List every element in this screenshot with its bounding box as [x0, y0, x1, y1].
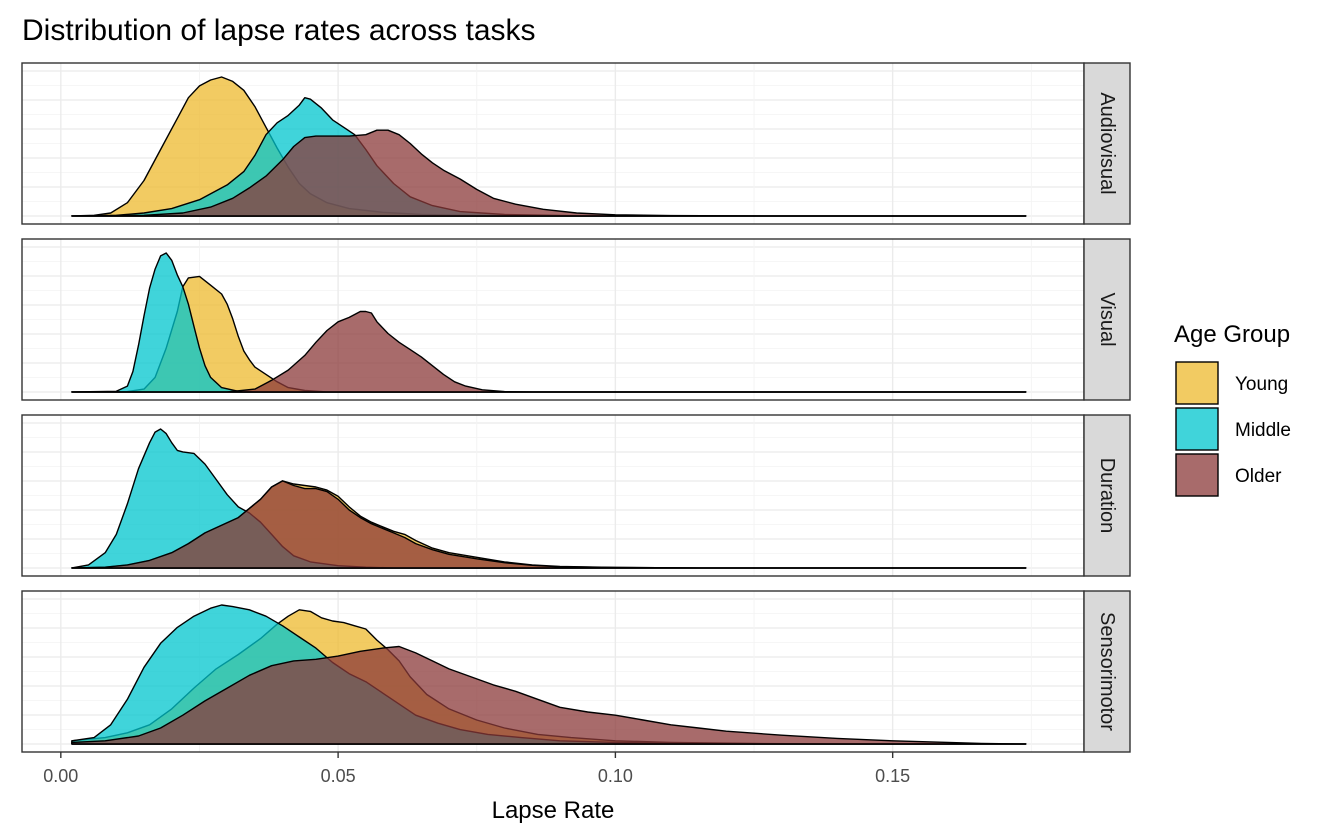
facet-panel-audiovisual: Audiovisual	[21, 62, 1131, 225]
facet-panel-duration: Duration	[21, 414, 1131, 577]
legend-key-young	[1175, 361, 1219, 405]
x-axis: 0.00 0.05 0.10 0.15	[43, 752, 910, 786]
legend-title: Age Group	[1174, 321, 1290, 348]
facet-panel-visual: Visual	[21, 238, 1131, 401]
legend-label-older: Older	[1235, 466, 1282, 487]
chart-title: Distribution of lapse rates across tasks	[22, 14, 536, 47]
facet-panel-sensorimotor: Sensorimotor	[21, 590, 1131, 753]
legend-key-middle	[1175, 407, 1219, 451]
density-area-older	[71, 129, 1027, 217]
facet-strip	[1083, 62, 1131, 225]
facet-strip	[1083, 238, 1131, 401]
legend: Age Group Young Middle Older	[1174, 321, 1291, 497]
facet-strip-label: Audiovisual	[1096, 92, 1118, 194]
x-tick-label: 0.05	[321, 766, 356, 786]
density-area-older	[71, 480, 1027, 569]
x-tick-label: 0.15	[875, 766, 910, 786]
legend-label-middle: Middle	[1235, 420, 1291, 441]
legend-label-young: Young	[1235, 374, 1288, 395]
facet-strip-label: Sensorimotor	[1096, 612, 1118, 731]
facet-strip-label: Visual	[1096, 292, 1118, 346]
facet-strip	[1083, 414, 1131, 577]
density-area-middle	[71, 252, 1027, 393]
x-tick-label: 0.10	[598, 766, 633, 786]
facet-panels: Audiovisual Visual Duration Sensorimotor	[21, 62, 1131, 753]
x-tick-label: 0.00	[43, 766, 78, 786]
x-axis-title: Lapse Rate	[492, 797, 615, 824]
density-area-older	[71, 310, 1027, 393]
facet-strip	[1083, 590, 1131, 753]
facet-strip-label: Duration	[1096, 458, 1118, 534]
legend-key-older	[1175, 453, 1219, 497]
density-area-older	[71, 645, 1027, 745]
